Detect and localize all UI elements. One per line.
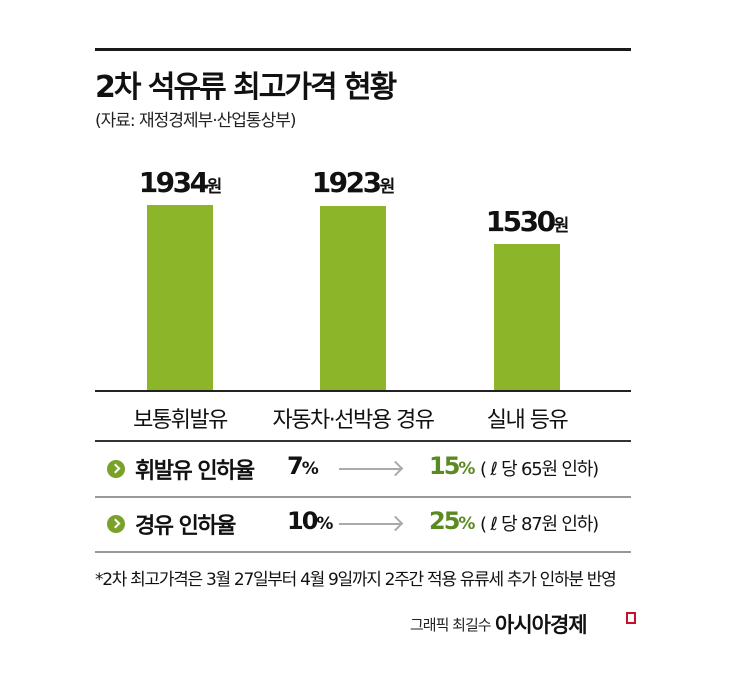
rate-from: 7% (287, 452, 319, 480)
arrow-right-icon (339, 523, 401, 525)
chevron-right-circle-icon (107, 515, 125, 533)
bar-value-kerosene: 1530원 (485, 205, 570, 238)
rate-label: 경유 인하율 (135, 514, 236, 539)
category-label-gasoline: 보통휘발유 (133, 408, 228, 433)
chevron-right-circle-icon (107, 460, 125, 478)
bar-value-gasoline: 1934원 (138, 166, 223, 199)
rate-to: 15% (429, 452, 475, 480)
top-rule (95, 48, 631, 51)
divider (95, 440, 631, 442)
rate-label: 휘발유 인하율 (135, 459, 255, 484)
category-label-diesel: 자동차·선박용 경유 (272, 408, 435, 433)
rate-to: 25% (429, 507, 475, 535)
bar-diesel (320, 206, 386, 390)
bar-kerosene (494, 244, 560, 390)
divider (95, 551, 631, 553)
graphic-credit: 그래픽 최길수 (410, 616, 492, 634)
bar-value-diesel: 1923원 (311, 166, 396, 199)
chart-title: 2차 석유류 최고가격 현황 (95, 70, 397, 105)
brand-logo-text: 아시아경제 (495, 613, 588, 637)
chart-source: (자료: 재정경제부·산업통상부) (95, 111, 296, 131)
category-label-kerosene: 실내 등유 (486, 408, 569, 433)
rate-row-diesel: 경유 인하율 10% 25% ( ℓ 당 87원 인하) (95, 504, 635, 544)
rate-note: ( ℓ 당 87원 인하) (480, 514, 599, 535)
rate-from: 10% (287, 507, 333, 535)
chart-baseline (95, 390, 631, 392)
divider (95, 496, 631, 498)
arrow-right-icon (339, 468, 401, 470)
rate-row-gasoline: 휘발유 인하율 7% 15% ( ℓ 당 65원 인하) (95, 449, 635, 489)
brand-mark-icon (626, 612, 636, 624)
footnote: *2차 최고가격은 3월 27일부터 4월 9일까지 2주간 적용 유류세 추가… (95, 570, 617, 590)
bar-gasoline (147, 205, 213, 390)
rate-note: ( ℓ 당 65원 인하) (480, 459, 599, 480)
